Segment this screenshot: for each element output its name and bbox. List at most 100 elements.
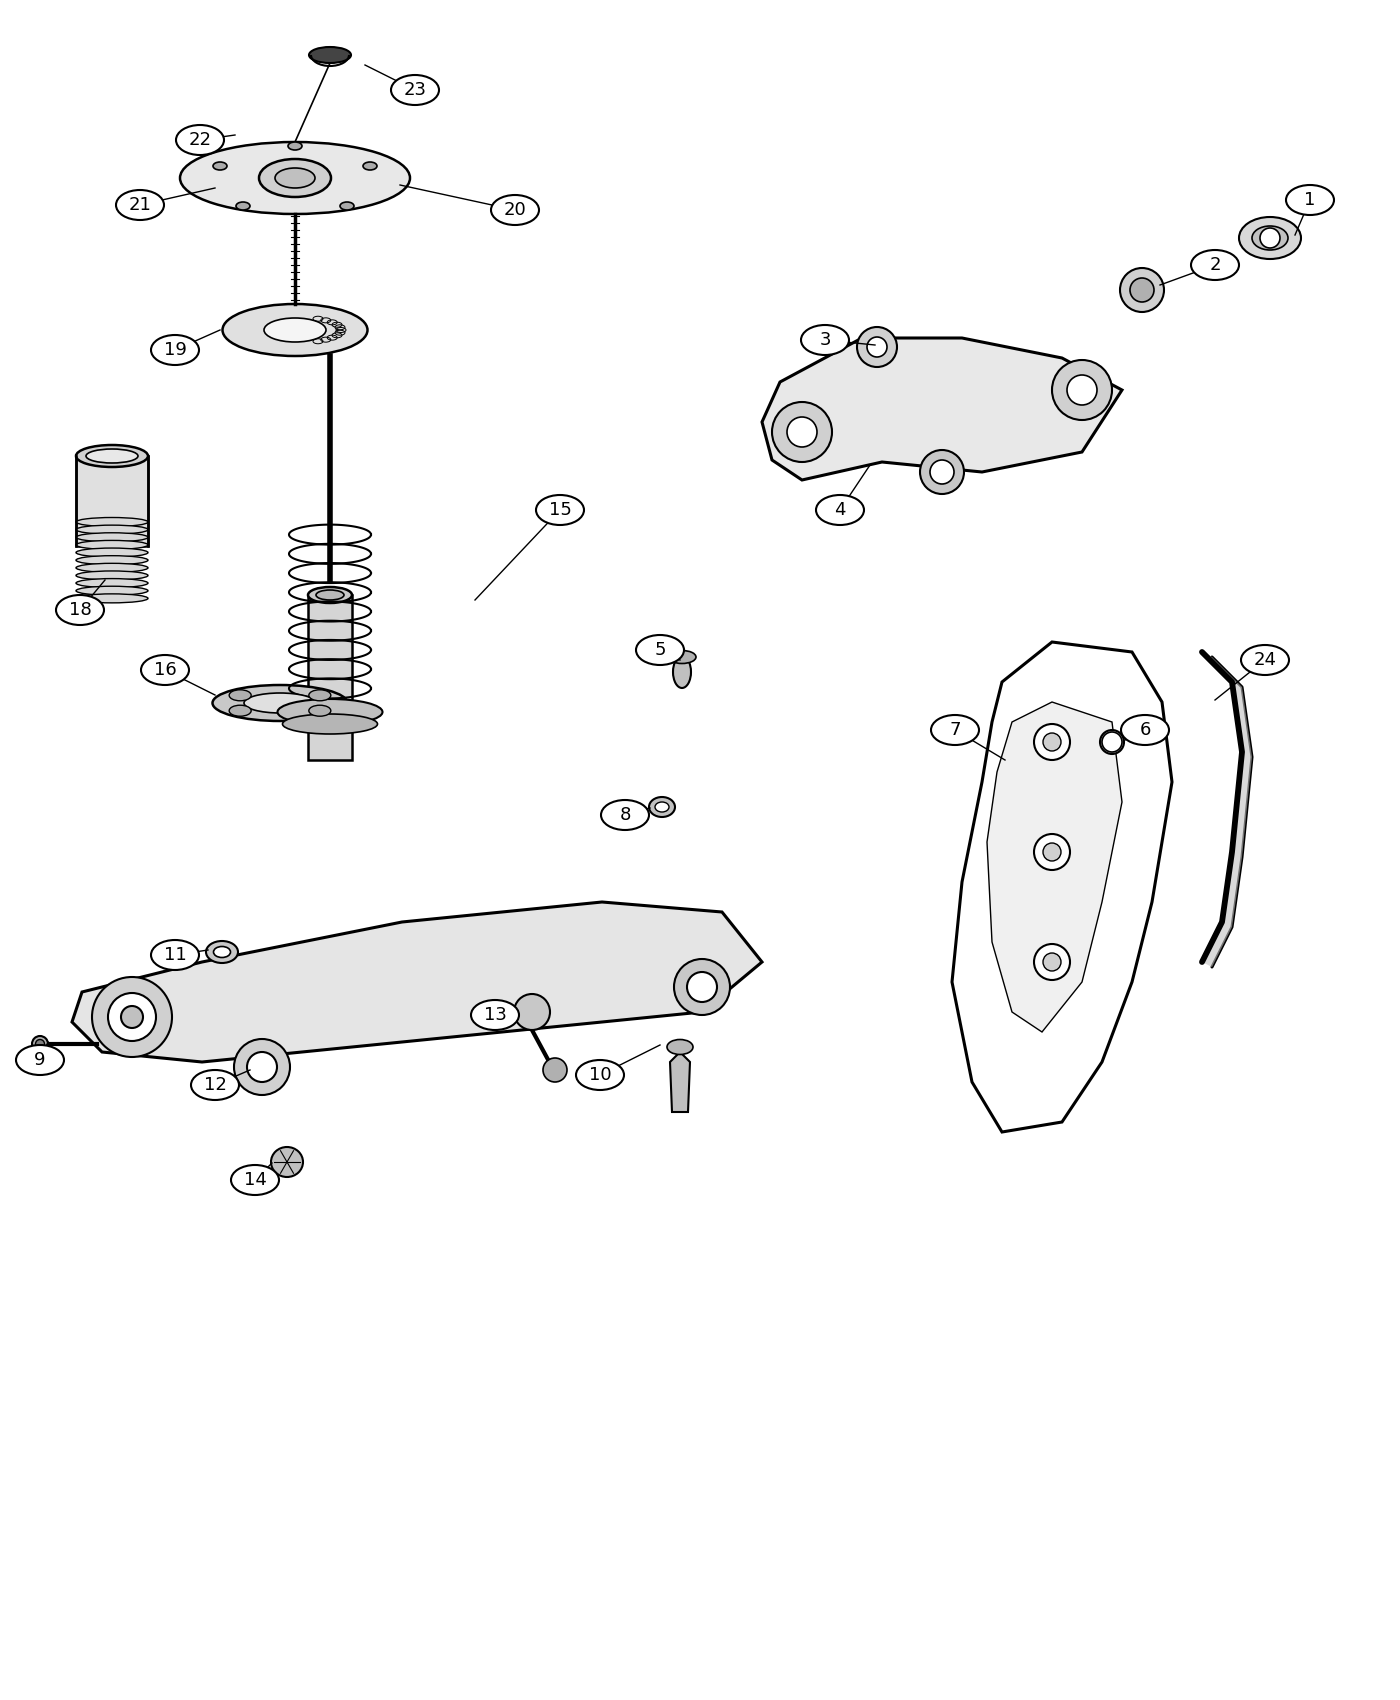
Circle shape bbox=[787, 416, 818, 447]
Circle shape bbox=[687, 972, 717, 1001]
Ellipse shape bbox=[151, 940, 199, 971]
Text: 18: 18 bbox=[69, 602, 91, 619]
Text: 5: 5 bbox=[654, 641, 666, 660]
Ellipse shape bbox=[655, 802, 669, 813]
Ellipse shape bbox=[76, 563, 148, 573]
Ellipse shape bbox=[288, 143, 302, 150]
Ellipse shape bbox=[237, 202, 251, 211]
Ellipse shape bbox=[116, 190, 164, 219]
Ellipse shape bbox=[230, 690, 251, 700]
Ellipse shape bbox=[666, 1039, 693, 1054]
Ellipse shape bbox=[1252, 226, 1288, 250]
Ellipse shape bbox=[274, 168, 315, 189]
Ellipse shape bbox=[35, 1039, 45, 1049]
Ellipse shape bbox=[650, 797, 675, 818]
Text: 12: 12 bbox=[203, 1076, 227, 1095]
Ellipse shape bbox=[213, 162, 227, 170]
Ellipse shape bbox=[76, 547, 148, 558]
Ellipse shape bbox=[213, 685, 347, 721]
Ellipse shape bbox=[85, 449, 139, 462]
Text: 19: 19 bbox=[164, 342, 186, 359]
Ellipse shape bbox=[272, 1148, 302, 1176]
Ellipse shape bbox=[277, 699, 382, 724]
Polygon shape bbox=[1203, 653, 1252, 967]
Circle shape bbox=[246, 1052, 277, 1081]
Ellipse shape bbox=[316, 590, 344, 600]
Ellipse shape bbox=[491, 196, 539, 224]
Ellipse shape bbox=[816, 495, 864, 525]
Ellipse shape bbox=[76, 532, 148, 542]
Ellipse shape bbox=[1191, 250, 1239, 280]
Ellipse shape bbox=[673, 656, 692, 689]
Circle shape bbox=[1043, 843, 1061, 860]
Ellipse shape bbox=[76, 593, 148, 604]
Ellipse shape bbox=[470, 1000, 519, 1030]
Ellipse shape bbox=[76, 517, 148, 527]
Ellipse shape bbox=[1121, 716, 1169, 745]
Ellipse shape bbox=[223, 304, 367, 355]
Circle shape bbox=[1035, 835, 1070, 870]
Ellipse shape bbox=[213, 947, 231, 957]
Ellipse shape bbox=[575, 1061, 624, 1090]
Ellipse shape bbox=[76, 578, 148, 588]
Circle shape bbox=[1035, 944, 1070, 979]
Circle shape bbox=[543, 1057, 567, 1081]
Ellipse shape bbox=[76, 556, 148, 564]
Polygon shape bbox=[987, 702, 1121, 1032]
Circle shape bbox=[867, 337, 888, 357]
Circle shape bbox=[771, 401, 832, 462]
Ellipse shape bbox=[601, 801, 650, 830]
Ellipse shape bbox=[1239, 218, 1301, 258]
Ellipse shape bbox=[76, 586, 148, 595]
Circle shape bbox=[857, 326, 897, 367]
Ellipse shape bbox=[1100, 729, 1124, 755]
Ellipse shape bbox=[308, 586, 351, 604]
Ellipse shape bbox=[931, 716, 979, 745]
Text: 16: 16 bbox=[154, 661, 176, 678]
Text: 14: 14 bbox=[244, 1171, 266, 1188]
Ellipse shape bbox=[151, 335, 199, 366]
Polygon shape bbox=[762, 338, 1121, 479]
Ellipse shape bbox=[56, 595, 104, 626]
Ellipse shape bbox=[141, 654, 189, 685]
Circle shape bbox=[1035, 724, 1070, 760]
Ellipse shape bbox=[76, 571, 148, 580]
Text: 3: 3 bbox=[819, 332, 830, 348]
Text: 8: 8 bbox=[619, 806, 630, 824]
Ellipse shape bbox=[1287, 185, 1334, 214]
Ellipse shape bbox=[230, 706, 251, 716]
Circle shape bbox=[920, 450, 965, 495]
Ellipse shape bbox=[206, 942, 238, 962]
Ellipse shape bbox=[76, 445, 148, 468]
Ellipse shape bbox=[176, 126, 224, 155]
Text: 7: 7 bbox=[949, 721, 960, 740]
Ellipse shape bbox=[309, 706, 330, 716]
Circle shape bbox=[673, 959, 729, 1015]
Circle shape bbox=[234, 1039, 290, 1095]
Ellipse shape bbox=[244, 694, 316, 712]
Circle shape bbox=[1102, 733, 1121, 751]
Polygon shape bbox=[308, 595, 351, 760]
Text: 22: 22 bbox=[189, 131, 211, 150]
Text: 13: 13 bbox=[483, 1006, 507, 1023]
Text: 2: 2 bbox=[1210, 257, 1221, 274]
Ellipse shape bbox=[32, 1035, 48, 1052]
Ellipse shape bbox=[309, 48, 351, 63]
Text: 24: 24 bbox=[1253, 651, 1277, 670]
Circle shape bbox=[1260, 228, 1280, 248]
Circle shape bbox=[514, 994, 550, 1030]
Text: 20: 20 bbox=[504, 201, 526, 219]
Circle shape bbox=[1043, 954, 1061, 971]
Circle shape bbox=[92, 977, 172, 1057]
Ellipse shape bbox=[283, 714, 378, 734]
Ellipse shape bbox=[309, 690, 330, 700]
Ellipse shape bbox=[340, 202, 354, 211]
Ellipse shape bbox=[636, 636, 685, 665]
Ellipse shape bbox=[15, 1046, 64, 1074]
Text: 4: 4 bbox=[834, 502, 846, 518]
Ellipse shape bbox=[76, 525, 148, 534]
Text: 23: 23 bbox=[403, 82, 427, 99]
Ellipse shape bbox=[391, 75, 440, 105]
Ellipse shape bbox=[265, 318, 326, 342]
Polygon shape bbox=[71, 903, 762, 1062]
